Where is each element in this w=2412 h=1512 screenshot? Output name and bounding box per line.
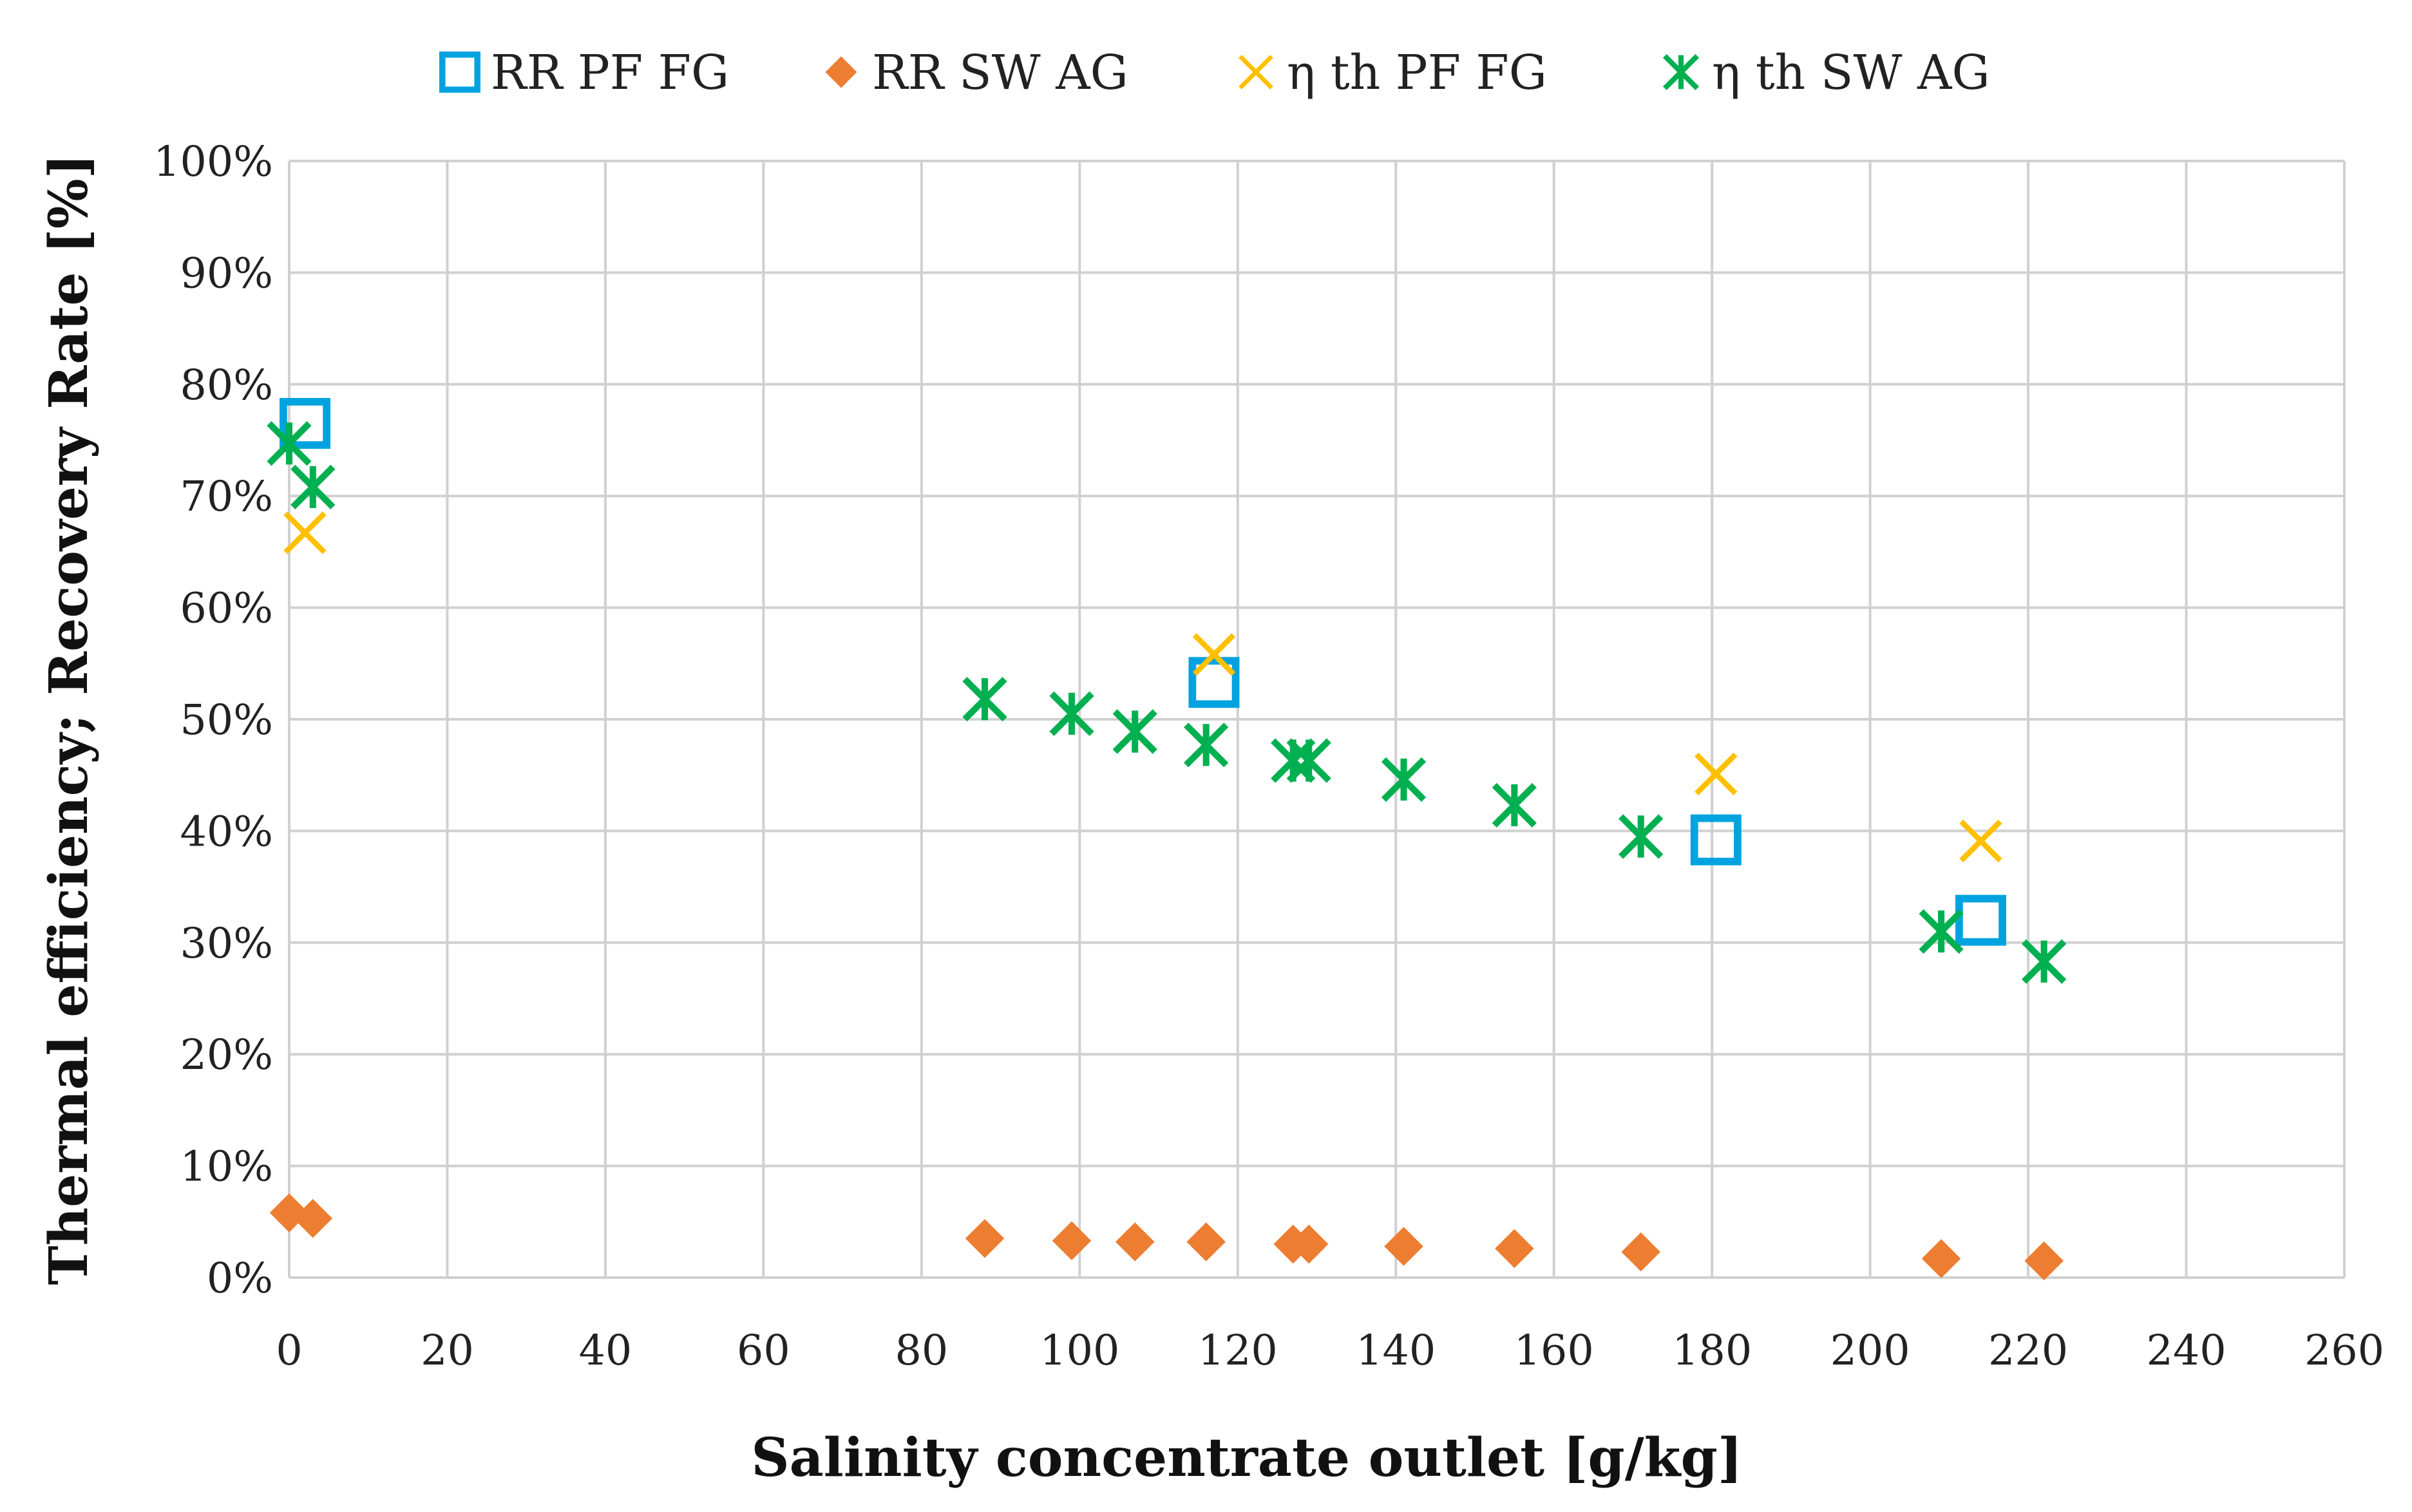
- x-tick-label: 40: [579, 1327, 632, 1375]
- x-tick-label: 180: [1672, 1327, 1752, 1375]
- data-markers: [267, 398, 2067, 1281]
- data-point-rr-sw-ag: [1052, 1221, 1092, 1261]
- data-point-th-sw-ag: [1286, 738, 1331, 783]
- data-point-th-pf-fg: [283, 511, 327, 554]
- x-tick-label: 160: [1514, 1327, 1594, 1375]
- legend-label-rr-pf-fg: RR PF FG: [491, 45, 729, 100]
- y-tick-label: 20%: [180, 1031, 273, 1079]
- x-tick-label: 80: [895, 1327, 948, 1375]
- data-point-th-sw-ag: [1381, 757, 1427, 802]
- tick-labels: 0 20 40 60 80 100 120 140 160 180 200 220 240 260 0% 10…: [153, 138, 2384, 1375]
- data-point-rr-sw-ag: [1289, 1224, 1329, 1264]
- data-point-rr-pf-fg: [280, 398, 331, 449]
- x-tick-label: 100: [1040, 1327, 1119, 1375]
- y-tick-label: 10%: [180, 1143, 273, 1191]
- y-tick-label: 100%: [153, 138, 273, 186]
- legend-label-rr-sw-ag: RR SW AG: [872, 45, 1128, 100]
- y-tick-label: 60%: [180, 585, 273, 633]
- data-point-rr-sw-ag: [2024, 1241, 2064, 1281]
- data-point-rr-pf-fg: [1955, 894, 2006, 946]
- legend-marker-th-pf-fg: [1239, 55, 1273, 90]
- y-tick-label: 40%: [180, 808, 273, 856]
- x-tick-label: 220: [1988, 1327, 2068, 1375]
- grid-lines: [288, 160, 2346, 1279]
- y-tick-label: 50%: [180, 696, 273, 744]
- x-tick-label: 20: [421, 1327, 474, 1375]
- legend: RR PF FG RR SW AG η th PF FG η th SW AG: [439, 45, 1990, 100]
- y-tick-label: 0%: [207, 1254, 273, 1303]
- x-tick-label: 120: [1198, 1327, 1278, 1375]
- legend-item-rr-pf-fg: RR PF FG: [439, 45, 729, 100]
- data-point-rr-sw-ag: [1921, 1239, 1961, 1278]
- data-point-rr-sw-ag: [293, 1198, 333, 1238]
- data-point-th-sw-ag: [1619, 814, 1664, 859]
- legend-item-th-sw-ag: η th SW AG: [1662, 45, 1990, 100]
- data-point-th-sw-ag: [962, 677, 1007, 722]
- x-tick-label: 240: [2146, 1327, 2226, 1375]
- data-point-th-sw-ag: [1492, 782, 1537, 828]
- data-point-rr-sw-ag: [1495, 1229, 1534, 1269]
- x-tick-label: 200: [1830, 1327, 1910, 1375]
- y-tick-label: 30%: [180, 920, 273, 968]
- x-tick-label: 60: [737, 1327, 790, 1375]
- y-tick-label: 70%: [180, 473, 273, 521]
- data-point-th-sw-ag: [1112, 709, 1157, 754]
- x-axis-title: Salinity concentrate outlet [g/kg]: [751, 1427, 1742, 1489]
- legend-marker-th-sw-ag: [1662, 53, 1700, 91]
- y-tick-label: 80%: [180, 361, 273, 410]
- data-point-th-sw-ag: [290, 464, 336, 509]
- data-point-th-sw-ag: [267, 421, 312, 466]
- x-tick-label: 140: [1356, 1327, 1436, 1375]
- y-axis-title: Thermal efficiency; Recovery Rate [%]: [38, 154, 100, 1285]
- data-point-th-sw-ag: [1049, 691, 1094, 736]
- legend-label-th-sw-ag: η th SW AG: [1712, 45, 1990, 100]
- data-point-th-pf-fg: [1959, 819, 2002, 863]
- data-point-rr-sw-ag: [1621, 1232, 1660, 1272]
- data-point-th-sw-ag: [1184, 723, 1229, 768]
- legend-item-rr-sw-ag: RR SW AG: [825, 45, 1128, 100]
- data-point-rr-sw-ag: [1186, 1222, 1226, 1262]
- y-tick-label: 90%: [180, 249, 273, 298]
- legend-item-th-pf-fg: η th PF FG: [1239, 45, 1547, 100]
- data-point-rr-pf-fg: [1188, 657, 1240, 708]
- data-point-th-sw-ag: [1919, 909, 1964, 954]
- data-point-th-sw-ag: [2021, 939, 2067, 984]
- x-tick-label: 260: [2304, 1327, 2384, 1375]
- legend-marker-rr-pf-fg: [439, 52, 480, 93]
- x-tick-label: 0: [276, 1327, 302, 1375]
- data-point-th-pf-fg: [1695, 752, 1738, 796]
- legend-marker-rr-sw-ag: [825, 56, 857, 88]
- data-point-th-pf-fg: [1192, 633, 1236, 676]
- data-point-rr-sw-ag: [1115, 1222, 1155, 1262]
- legend-label-th-pf-fg: η th PF FG: [1287, 45, 1547, 100]
- data-point-rr-sw-ag: [965, 1219, 1005, 1258]
- data-point-rr-sw-ag: [1384, 1227, 1423, 1266]
- data-point-rr-pf-fg: [1690, 814, 1742, 865]
